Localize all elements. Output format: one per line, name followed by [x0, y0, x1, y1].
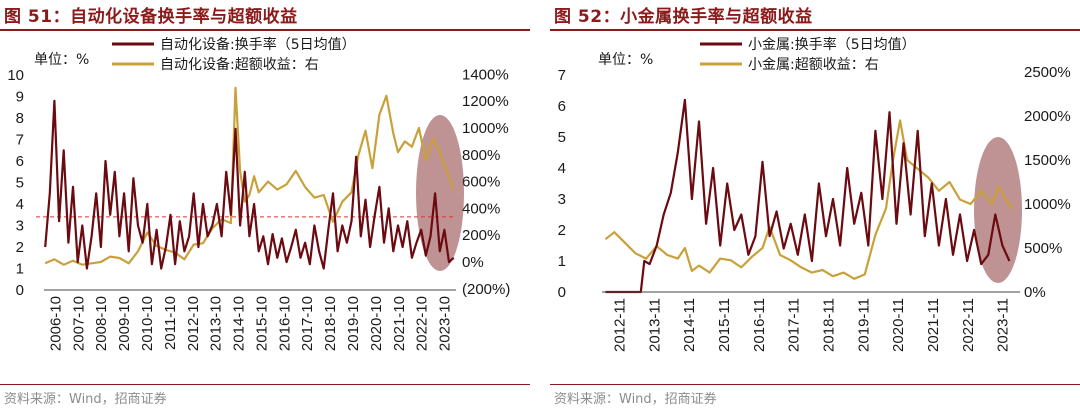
- y-left-tick-label: 4: [16, 196, 24, 213]
- x-tick-label: 2019-10: [345, 296, 362, 351]
- x-tick-label: 2022-10: [414, 296, 431, 351]
- y-left-tick-label: 5: [558, 129, 566, 146]
- y-left-tick-label: 1: [16, 261, 24, 278]
- y-left-tick-label: 2: [16, 239, 24, 256]
- x-tick-label: 2011-10: [162, 296, 179, 350]
- x-tick-label: 2013-10: [208, 296, 225, 351]
- x-tick-label: 2007-10: [70, 296, 87, 351]
- line-chart: 自动化设备:换手率（5日均值）自动化设备:超额收益：右单位：%109876543…: [7, 36, 510, 351]
- y-right-tick-label: 2500%: [1024, 64, 1071, 81]
- source-divider: [0, 384, 530, 385]
- chart-panel-right: 图 52：小金属换手率与超额收益 小金属:换手率（5日均值） 小金属:超额收益：右…: [550, 0, 1080, 410]
- y-right-tick-label: 2000%: [1024, 108, 1071, 125]
- x-tick-label: 2016-10: [276, 296, 293, 351]
- series-line-excess-return: [604, 119, 1014, 280]
- y-left-tick-label: 6: [558, 98, 566, 115]
- series-line-turnover: [44, 99, 455, 270]
- x-tick-label: 2020-10: [368, 296, 385, 351]
- y-left-tick-label: 5: [16, 175, 24, 192]
- x-tick-label: 2013-11: [646, 298, 663, 352]
- y-left-tick-label: 0: [16, 282, 24, 299]
- y-right-tick-label: 0%: [462, 254, 484, 271]
- y-left-tick-label: 8: [16, 110, 24, 127]
- unit-label: 单位：%: [34, 52, 89, 68]
- y-left-tick-label: 0: [558, 284, 566, 301]
- source-note: 资料来源：Wind，招商证券: [4, 392, 167, 407]
- y-right-tick-label: 600%: [462, 174, 500, 191]
- y-left-tick-label: 3: [558, 191, 566, 208]
- y-left-tick-label: 9: [16, 89, 24, 106]
- x-tick-label: 2022-11: [960, 298, 977, 352]
- y-right-tick-label: 1400%: [462, 66, 509, 83]
- x-tick-label: 2021-10: [391, 296, 408, 351]
- chart-panel-left: 图 51：自动化设备换手率与超额收益 自动化设备:换手率（5日均值） 自动化设备:…: [0, 0, 530, 410]
- x-tick-label: 2012-11: [611, 298, 628, 352]
- chart-title: 图 52：小金属换手率与超额收益: [554, 7, 813, 27]
- y-left-tick-label: 2: [558, 222, 566, 239]
- x-tick-label: 2014-10: [231, 296, 248, 351]
- y-right-tick-label: 1000%: [462, 120, 509, 137]
- line-chart: 小金属:换手率（5日均值） 小金属:超额收益：右 单位：% 7 6 5 4 3 2 1 0 2500%…: [558, 36, 1071, 352]
- chart-title: 图 51：自动化设备换手率与超额收益: [4, 7, 298, 27]
- source-divider: [550, 384, 1080, 385]
- x-tick-label: 2018-10: [322, 296, 339, 351]
- series-line-excess-return: [44, 86, 455, 266]
- legend-label-excess: 小金属:超额收益：右: [748, 57, 879, 73]
- x-tick-label: 2012-10: [185, 296, 202, 351]
- y-left-tick-label: 10: [7, 67, 24, 84]
- highlight-ellipse: [974, 137, 1022, 283]
- y-left-tick-label: 7: [16, 132, 24, 149]
- x-tick-label: 2006-10: [47, 296, 64, 351]
- x-tick-label: 2019-11: [855, 298, 872, 352]
- y-right-tick-label: 200%: [462, 227, 500, 244]
- y-left-tick-label: 1: [558, 253, 566, 270]
- x-tick-label: 2023-10: [437, 296, 454, 351]
- x-tick-label: 2021-11: [925, 298, 942, 352]
- x-tick-label: 2014-11: [681, 298, 698, 352]
- y-left-tick-label: 4: [558, 160, 566, 177]
- series-line-turnover: [605, 98, 1011, 294]
- x-tick-label: 2009-10: [116, 296, 133, 351]
- y-right-tick-label: 1500%: [1024, 152, 1071, 169]
- source-note: 资料来源：Wind，招商证券: [554, 392, 717, 407]
- x-tick-label: 2017-10: [299, 296, 316, 351]
- x-tick-label: 2010-10: [139, 296, 156, 351]
- title-underline: [550, 29, 1080, 31]
- y-right-tick-label: 500%: [1024, 240, 1062, 257]
- legend-label-turnover: 小金属:换手率（5日均值）: [748, 36, 916, 53]
- x-tick-label: 2017-11: [786, 298, 803, 352]
- x-tick-label: 2008-10: [93, 296, 110, 351]
- y-right-tick-label: 800%: [462, 147, 500, 164]
- x-tick-label: 2018-11: [820, 298, 837, 352]
- legend-label-excess: 自动化设备:超额收益：右: [160, 56, 319, 73]
- y-left-tick-label: 7: [558, 67, 566, 84]
- y-right-tick-label: 1200%: [462, 93, 509, 110]
- y-left-tick-label: 6: [16, 153, 24, 170]
- y-right-tick-label: (200%): [462, 281, 510, 298]
- legend-label-turnover: 自动化设备:换手率（5日均值）: [160, 36, 356, 53]
- title-underline: [0, 29, 530, 31]
- y-left-tick-label: 3: [16, 218, 24, 235]
- y-right-tick-label: 1000%: [1024, 196, 1071, 213]
- unit-label: 单位：%: [598, 52, 653, 68]
- x-tick-label: 2016-11: [751, 298, 768, 352]
- y-right-tick-label: 0%: [1024, 284, 1046, 301]
- x-tick-label: 2023-11: [995, 298, 1012, 352]
- x-tick-label: 2015-11: [716, 298, 733, 352]
- x-tick-label: 2020-11: [890, 298, 907, 352]
- y-right-tick-label: 400%: [462, 200, 500, 217]
- x-tick-label: 2015-10: [253, 296, 270, 351]
